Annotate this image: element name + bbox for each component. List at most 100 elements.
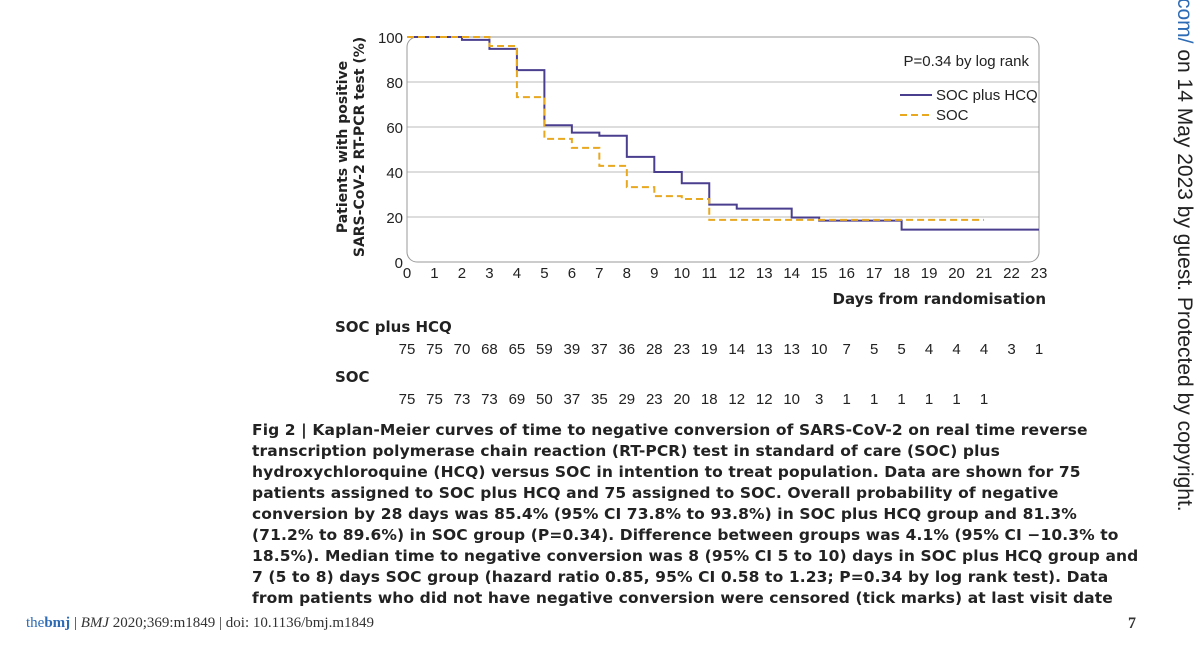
risk-count: 14 <box>728 341 745 358</box>
doi-text[interactable]: doi: 10.1136/bmj.m1849 <box>225 615 374 631</box>
risk-count: 37 <box>564 391 581 408</box>
risk-count: 36 <box>618 341 635 358</box>
x-tick-label: 5 <box>540 265 548 282</box>
y-tick-label: 60 <box>386 120 403 137</box>
risk-count: 1 <box>1035 341 1043 358</box>
x-tick-label: 10 <box>673 265 690 282</box>
risk-count: 29 <box>618 391 635 408</box>
x-tick-label: 7 <box>595 265 603 282</box>
risk-count: 1 <box>870 391 878 408</box>
risk-count: 10 <box>783 391 800 408</box>
risk-count: 68 <box>481 341 498 358</box>
risk-count: 1 <box>897 391 905 408</box>
y-tick-label: 0 <box>395 255 403 272</box>
risk-count: 1 <box>980 391 988 408</box>
risk-count: 3 <box>815 391 823 408</box>
x-tick-label: 14 <box>783 265 800 282</box>
grid-lines <box>407 81 1039 218</box>
risk-table-numbers: 75 75 70 68 65 59 39 37 36 28 23 19 14 13 13 10 7 5 5 4 4 4 3 1… <box>399 341 1044 408</box>
y-axis-label-line-1: Patients with positive <box>335 61 351 233</box>
risk-count: 69 <box>509 391 526 408</box>
x-tick-label: 6 <box>568 265 576 282</box>
risk-count: 12 <box>756 391 773 408</box>
risk-count: 4 <box>980 341 988 358</box>
risk-count: 75 <box>399 391 416 408</box>
risk-count: 13 <box>783 341 800 358</box>
risk-count: 35 <box>591 391 608 408</box>
pvalue-annotation: P=0.34 by log rank <box>903 53 1029 70</box>
x-axis-label: Days from randomisation <box>833 290 1046 308</box>
x-tick-label: 8 <box>623 265 631 282</box>
footer-separator: | <box>219 615 223 631</box>
risk-count: 5 <box>897 341 905 358</box>
y-axis-ticks: 0 20 40 60 80 100 <box>378 30 403 272</box>
risk-count: 3 <box>1007 341 1015 358</box>
risk-count: 73 <box>454 391 471 408</box>
risk-label-soc-plus-hcq: SOC plus HCQ <box>335 318 452 336</box>
citation-journal: BMJ <box>80 615 110 631</box>
risk-count: 59 <box>536 341 553 358</box>
risk-count: 20 <box>673 391 690 408</box>
risk-count: 4 <box>925 341 933 358</box>
risk-count: 28 <box>646 341 663 358</box>
x-axis-ticks: 0 1 2 3 4 5 6 7 8 9 10 11 12 13 14 15 16 17 18 19 20 21 22 23 <box>403 265 1048 282</box>
x-tick-label: 22 <box>1003 265 1020 282</box>
y-tick-label: 80 <box>386 75 403 92</box>
risk-count: 65 <box>509 341 526 358</box>
bmj-logo[interactable]: thebmj <box>26 615 71 631</box>
risk-count: 73 <box>481 391 498 408</box>
plot-frame <box>406 36 1040 263</box>
copyright-notice: on 14 May 2023 by guest. Protected by co… <box>1173 43 1196 512</box>
risk-count: 1 <box>952 391 960 408</box>
x-tick-label: 17 <box>866 265 883 282</box>
risk-count: 4 <box>952 341 960 358</box>
risk-count: 70 <box>454 341 471 358</box>
x-tick-label: 18 <box>893 265 910 282</box>
y-tick-label: 20 <box>386 210 403 227</box>
x-tick-label: 16 <box>838 265 855 282</box>
copyright-sidebar: com/ on 14 May 2023 by guest. Protected … <box>1172 0 1196 512</box>
legend-label-soc-plus-hcq: SOC plus HCQ <box>936 87 1038 104</box>
risk-count: 7 <box>842 341 850 358</box>
x-tick-label: 13 <box>756 265 773 282</box>
risk-count: 13 <box>756 341 773 358</box>
x-tick-label: 23 <box>1031 265 1048 282</box>
citation-detail: 2020;369:m1849 <box>112 615 216 631</box>
risk-count: 1 <box>925 391 933 408</box>
risk-count: 18 <box>701 391 718 408</box>
risk-count: 12 <box>728 391 745 408</box>
x-tick-label: 21 <box>976 265 993 282</box>
x-tick-label: 20 <box>948 265 965 282</box>
risk-count: 5 <box>870 341 878 358</box>
y-axis-label-line-2: SARS-CoV-2 RT-PCR test (%) <box>352 37 368 257</box>
risk-count: 75 <box>426 341 443 358</box>
page-number: 7 <box>1128 615 1136 632</box>
series-line-soc-plus-hcq <box>407 36 1039 231</box>
y-tick-label: 40 <box>386 165 403 182</box>
risk-label-soc: SOC <box>335 368 370 386</box>
risk-count: 50 <box>536 391 553 408</box>
x-tick-label: 12 <box>728 265 745 282</box>
y-tick-label: 100 <box>378 30 403 47</box>
legend-label-soc: SOC <box>936 107 969 124</box>
x-tick-label: 4 <box>513 265 521 282</box>
risk-count: 1 <box>842 391 850 408</box>
x-tick-label: 0 <box>403 265 411 282</box>
x-tick-label: 1 <box>430 265 438 282</box>
risk-count: 10 <box>811 341 828 358</box>
risk-count: 39 <box>564 341 581 358</box>
series-lines <box>407 36 1039 231</box>
x-tick-label: 3 <box>485 265 493 282</box>
x-tick-label: 11 <box>701 265 717 282</box>
footer-separator: | <box>73 615 77 631</box>
risk-count: 75 <box>426 391 443 408</box>
url-fragment[interactable]: com/ <box>1173 0 1196 44</box>
x-tick-label: 9 <box>650 265 658 282</box>
risk-count: 75 <box>399 341 416 358</box>
x-tick-label: 2 <box>458 265 466 282</box>
x-tick-label: 15 <box>811 265 828 282</box>
series-line-soc <box>407 36 985 221</box>
risk-count: 37 <box>591 341 608 358</box>
risk-count: 19 <box>701 341 718 358</box>
